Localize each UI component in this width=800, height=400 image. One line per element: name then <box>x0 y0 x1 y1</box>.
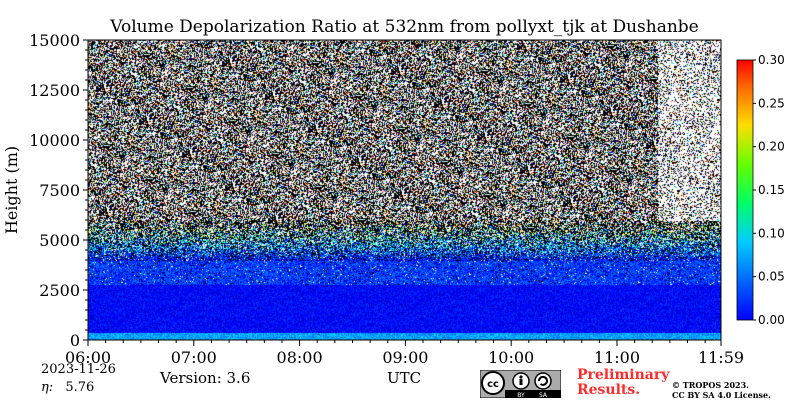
copyright-line-2: CC BY SA 4.0 License. <box>672 390 771 400</box>
preliminary-line-1: Preliminary <box>577 367 670 383</box>
sa-text: SA <box>539 392 548 398</box>
colorbar-tick-label: 0.15 <box>758 183 785 197</box>
preliminary-note: Preliminary Results. <box>577 368 669 398</box>
y-tick-label: 12500 <box>29 81 80 100</box>
x-tick-label: 09:00 <box>382 348 428 367</box>
colorbar <box>736 59 754 321</box>
colorbar-tick-label: 0.30 <box>758 53 785 67</box>
x-tick-label: 11:59 <box>698 348 744 367</box>
eta-value: 5.76 <box>65 380 95 395</box>
y-tick-label: 7500 <box>39 181 80 200</box>
eta-label: η: 5.76 <box>41 380 94 395</box>
colorbar-tick-label: 0.20 <box>758 140 785 154</box>
eta-symbol: η: <box>41 380 54 395</box>
chart-title: Volume Depolarization Ratio at 532nm fro… <box>110 17 699 37</box>
preliminary-line-2: Results. <box>577 382 641 398</box>
x-tick-label: 11:00 <box>594 348 640 367</box>
y-tick-label: 2500 <box>39 281 80 300</box>
x-tick-label: 08:00 <box>277 348 323 367</box>
cc-icon <box>481 371 505 395</box>
by-text: BY <box>517 392 525 398</box>
colorbar-tick-label: 0.00 <box>758 313 785 327</box>
y-axis-label: Height (m) <box>2 146 21 234</box>
colorbar-tick-label: 0.10 <box>758 226 785 240</box>
x-axis-label: UTC <box>387 369 422 387</box>
version-label: Version: 3.6 <box>160 369 251 387</box>
copyright-note: © TROPOS 2023. CC BY SA 4.0 License. <box>672 380 771 400</box>
x-tick-label: 07:00 <box>171 348 217 367</box>
copyright-line-1: © TROPOS 2023. <box>672 380 749 390</box>
colorbar-tick-label: 0.25 <box>758 96 785 110</box>
date-label: 2023-11-26 <box>41 362 116 377</box>
x-tick-label: 06:00 <box>65 348 111 367</box>
y-tick-label: 10000 <box>29 131 80 150</box>
sa-icon <box>534 372 552 390</box>
svg-text:cc: cc <box>487 379 499 390</box>
y-tick-label: 5000 <box>39 231 80 250</box>
cc-license-badge: cc BY SA <box>480 370 561 398</box>
heatmap-image <box>88 40 721 340</box>
y-tick-label: 15000 <box>29 31 80 50</box>
colorbar-tick-label: 0.05 <box>758 270 785 284</box>
x-tick-label: 10:00 <box>488 348 534 367</box>
y-tick-label: 0 <box>70 331 80 350</box>
